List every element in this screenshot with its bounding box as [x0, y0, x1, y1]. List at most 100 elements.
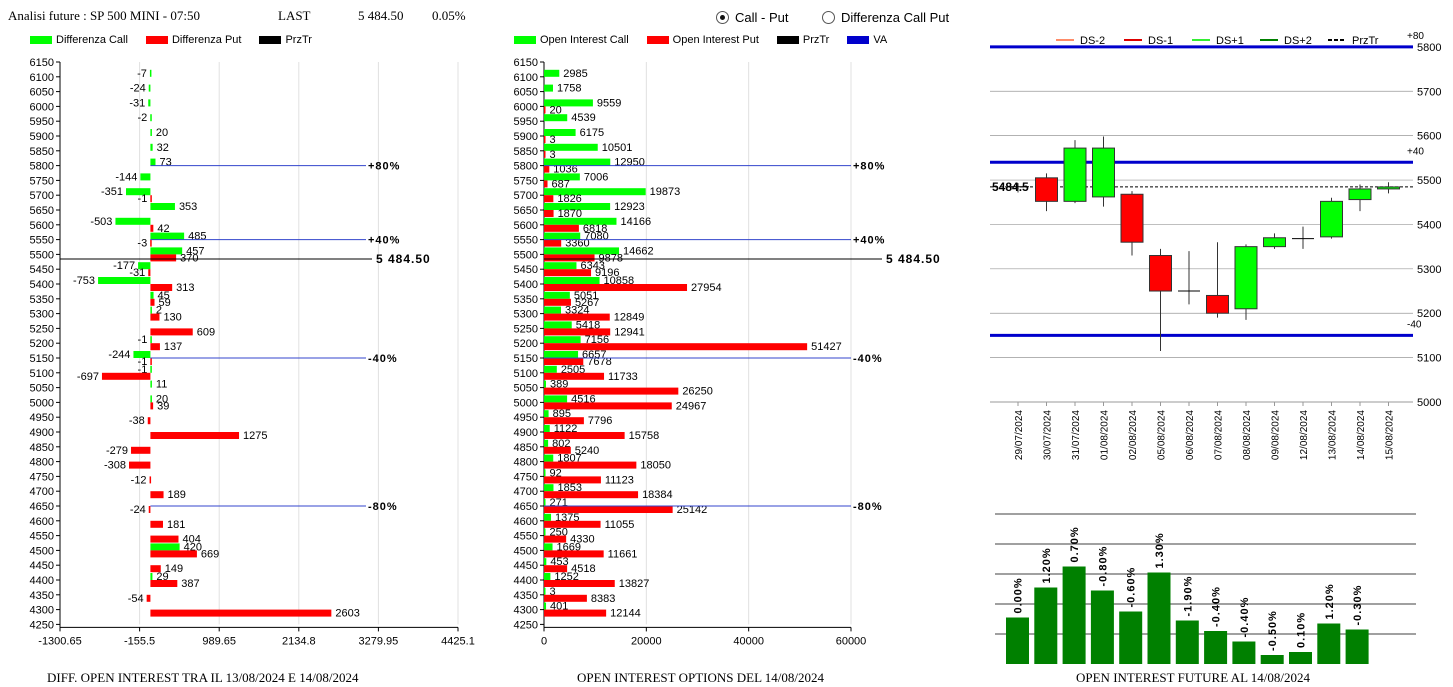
candle-down	[1206, 294, 1229, 314]
put-bar	[544, 106, 546, 114]
bar-value-label: 2985	[563, 68, 587, 80]
bar-value-label: -503	[90, 216, 112, 228]
put-bar	[544, 343, 808, 351]
strike-label: 5400	[30, 279, 54, 291]
put-bar	[150, 550, 197, 558]
put-bar	[150, 328, 193, 336]
strike-label: 5300	[30, 309, 54, 321]
future-oi-label: 1.20%	[1041, 547, 1053, 583]
bar-value-label: -12	[131, 474, 147, 486]
future-oi-bar	[1289, 652, 1312, 664]
strike-label: 4450	[30, 560, 54, 572]
legend-swatch-oi-prztr	[776, 36, 799, 44]
put-bar	[150, 224, 154, 232]
bar-value-label: -31	[129, 267, 145, 279]
call-bar	[150, 395, 152, 403]
radio-call-put[interactable]: Call - Put	[716, 10, 788, 25]
call-bar	[150, 143, 153, 151]
future-oi-label: -1.90%	[1182, 576, 1194, 617]
date-label: 13/08/2024	[1328, 410, 1339, 460]
call-bar	[544, 84, 553, 92]
legend-label: DS+1	[1216, 35, 1244, 47]
future-oi-label: -0.80%	[1097, 546, 1109, 587]
bar-value-label: 313	[176, 282, 194, 294]
call-bar	[544, 217, 617, 225]
call-bar	[544, 454, 554, 462]
strike-label: 4250	[30, 619, 54, 631]
bar-value-label: 250	[550, 527, 568, 539]
bar-value-label: -2	[137, 112, 147, 124]
bar-value-label: -1	[138, 356, 148, 368]
legend-oi-put: Open Interest Put	[672, 34, 759, 46]
y-tick-label: 5800	[1417, 42, 1441, 54]
bar-value-label: -31	[129, 97, 145, 109]
strike-label: 4650	[30, 501, 54, 513]
future-oi-label: 0.00%	[1013, 577, 1025, 613]
bar-value-label: 4539	[571, 112, 595, 124]
bar-value-label: 5267	[575, 297, 599, 309]
put-bar	[150, 580, 178, 587]
strike-label: 4500	[514, 545, 538, 557]
put-bar	[544, 298, 571, 306]
strike-label: 5850	[514, 146, 538, 158]
future-oi-bar	[1006, 617, 1029, 664]
bar-value-label: 15758	[629, 430, 660, 442]
call-bar	[544, 528, 546, 536]
level-label: +40	[1407, 146, 1424, 157]
radio-differenza-call-put[interactable]: Differenza Call Put	[822, 10, 949, 25]
y-tick-label: 5000	[1417, 397, 1441, 409]
future-oi-label: -0.60%	[1126, 567, 1138, 608]
future-oi-bar	[1260, 655, 1284, 664]
future-oi-bar	[1119, 611, 1143, 664]
strike-label: 4800	[30, 457, 54, 469]
strike-label: 5850	[30, 146, 54, 158]
call-bar	[544, 306, 562, 314]
put-bar	[150, 358, 152, 365]
radio-selected-icon[interactable]	[716, 11, 729, 24]
candle-up	[1348, 188, 1372, 201]
strike-label: 5700	[30, 190, 54, 202]
put-bar	[544, 136, 546, 143]
bar-value-label: 1758	[557, 83, 581, 95]
put-bar	[544, 284, 688, 291]
future-open-interest-chart: 0.00% 1.20% 0.70% -0.80% -0.60% 1.30% -1.90% -0…	[995, 513, 1416, 664]
candle-up	[1092, 147, 1115, 198]
strike-label: 5250	[30, 323, 54, 335]
put-bar	[150, 239, 152, 247]
future-oi-bar	[1062, 566, 1086, 664]
candle-down	[1149, 255, 1172, 292]
legend-oi: Open Interest Call Open Interest Put Prz…	[514, 34, 887, 46]
strike-label: 4400	[514, 575, 538, 587]
strike-label: 5800	[514, 161, 538, 173]
x-tick-label: 2134.8	[282, 635, 316, 647]
call-bar	[133, 351, 151, 358]
legend-label: DS+2	[1284, 35, 1312, 47]
strike-label: 6100	[514, 72, 538, 84]
strike-label: 5950	[30, 116, 54, 128]
call-bar	[544, 573, 551, 580]
bar-value-label: 39	[157, 400, 169, 412]
bar-value-label: 14662	[623, 245, 654, 257]
put-bar	[150, 491, 164, 499]
bar-value-label: 7678	[587, 356, 611, 368]
call-bar	[544, 513, 552, 521]
legend-swatch-va	[847, 36, 870, 44]
va-label: -80%	[853, 501, 883, 513]
date-label: 08/08/2024	[1242, 410, 1253, 460]
bar-value-label: -144	[115, 171, 137, 183]
put-bar	[148, 506, 151, 513]
put-bar	[146, 594, 151, 602]
bar-value-label: 5240	[575, 445, 599, 457]
strike-label: 5750	[514, 175, 538, 187]
bar-value-label: 7796	[588, 415, 612, 427]
va-label: +80%	[368, 161, 400, 173]
future-oi-label: 0.70%	[1069, 526, 1081, 562]
radio-unselected-icon[interactable]	[822, 11, 835, 24]
put-bar	[150, 535, 179, 543]
open-interest-options-chart: 6150 6100 6050 6000 5950 5900 5850 5800 5750 5700…	[514, 57, 940, 647]
put-bar	[544, 195, 554, 203]
y-tick-label: 5100	[1417, 353, 1441, 365]
candle-up	[1263, 237, 1286, 248]
strike-label: 5000	[30, 397, 54, 409]
bar-value-label: -7	[137, 68, 147, 80]
